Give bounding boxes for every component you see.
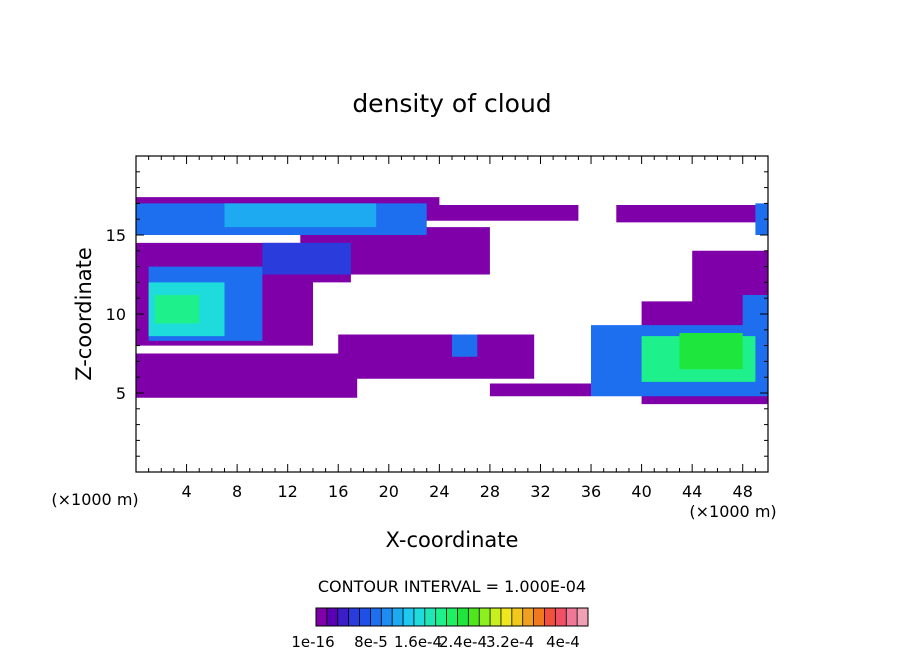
cloud-region bbox=[692, 250, 768, 307]
x-tick-label: 28 bbox=[480, 482, 500, 501]
chart-title: density of cloud bbox=[352, 89, 551, 118]
x-tick-label: 12 bbox=[278, 482, 298, 501]
colorbar-swatch bbox=[479, 608, 491, 626]
y-tick-label: 15 bbox=[106, 226, 126, 245]
cloud-region bbox=[136, 353, 358, 398]
colorbar-label: 8e-5 bbox=[354, 633, 388, 651]
colorbar-swatch bbox=[348, 608, 361, 626]
colorbar-swatch bbox=[577, 608, 589, 626]
x-tick-labels: 4 8 12 16 20 24 28 32 36 40 44 48 bbox=[181, 482, 752, 501]
x-tick-label: 24 bbox=[429, 482, 449, 501]
colorbar-swatch bbox=[326, 608, 339, 626]
colorbar-swatch bbox=[511, 608, 524, 626]
y-tick-label: 5 bbox=[116, 384, 126, 403]
cloud-region bbox=[755, 203, 768, 235]
cloud-region bbox=[679, 333, 743, 370]
colorbar-swatch bbox=[555, 608, 567, 626]
colorbar-label: 1.6e-4 bbox=[394, 633, 442, 651]
contour-regions bbox=[136, 197, 768, 405]
cloud-region bbox=[224, 203, 377, 228]
colorbar-swatch bbox=[500, 608, 513, 626]
colorbar-swatch bbox=[435, 608, 448, 626]
colorbar-labels: 1e-16 8e-5 1.6e-42.4e-43.2e-4 4e-4 bbox=[291, 633, 580, 651]
colorbar-swatch bbox=[424, 608, 437, 626]
colorbar-swatch bbox=[522, 608, 535, 626]
x-tick-label: 36 bbox=[581, 482, 601, 501]
colorbar-frame bbox=[315, 607, 589, 627]
x-tick-label: 40 bbox=[631, 482, 651, 501]
x-axis-label: X-coordinate bbox=[386, 528, 519, 552]
y-axis-label: Z-coordinate bbox=[72, 247, 96, 381]
cloud-region bbox=[155, 295, 200, 324]
contour-interval-text: CONTOUR INTERVAL = 1.000E-04 bbox=[318, 577, 586, 596]
x-tick-label: 44 bbox=[682, 482, 702, 501]
x-tick-label: 20 bbox=[379, 482, 399, 501]
y-tick-labels: 5 10 15 bbox=[106, 226, 126, 403]
colorbar-swatch bbox=[403, 608, 415, 626]
axis-ticks bbox=[135, 155, 769, 473]
cloud-region bbox=[616, 205, 768, 223]
colorbar-swatch bbox=[370, 608, 382, 626]
colorbar-swatch bbox=[359, 608, 371, 626]
colorbar-swatch bbox=[544, 608, 556, 626]
colorbar-swatch bbox=[468, 608, 480, 626]
x-unit-label-right: (×1000 m) bbox=[689, 502, 776, 521]
cloud-region bbox=[338, 334, 535, 379]
colorbar-label: 1e-16 bbox=[291, 633, 334, 651]
x-tick-label: 16 bbox=[328, 482, 348, 501]
x-unit-label-left: (×1000 m) bbox=[51, 490, 138, 509]
colorbar-label: 3.2e-4 bbox=[486, 633, 534, 651]
colorbar bbox=[316, 608, 589, 626]
colorbar-label: 4e-4 bbox=[546, 633, 580, 651]
colorbar-swatch bbox=[446, 608, 458, 626]
colorbar-swatch bbox=[457, 608, 469, 626]
colorbar-swatch bbox=[316, 608, 328, 626]
x-tick-label: 8 bbox=[232, 482, 242, 501]
colorbar-swatch bbox=[413, 608, 426, 626]
colorbar-swatch bbox=[490, 608, 502, 626]
cloud-region bbox=[262, 242, 351, 275]
colorbar-label: 2.4e-4 bbox=[439, 633, 487, 651]
x-tick-label: 32 bbox=[530, 482, 550, 501]
colorbar-swatch bbox=[337, 608, 350, 626]
cloud-region bbox=[452, 334, 478, 357]
cloud-region bbox=[742, 295, 768, 327]
colorbar-swatch bbox=[392, 608, 404, 626]
x-tick-label: 4 bbox=[181, 482, 191, 501]
colorbar-swatch bbox=[566, 608, 578, 626]
cloud-region bbox=[489, 383, 591, 397]
x-tick-label: 48 bbox=[733, 482, 753, 501]
y-tick-label: 10 bbox=[106, 305, 126, 324]
colorbar-swatch bbox=[381, 608, 393, 626]
colorbar-swatch bbox=[533, 608, 545, 626]
